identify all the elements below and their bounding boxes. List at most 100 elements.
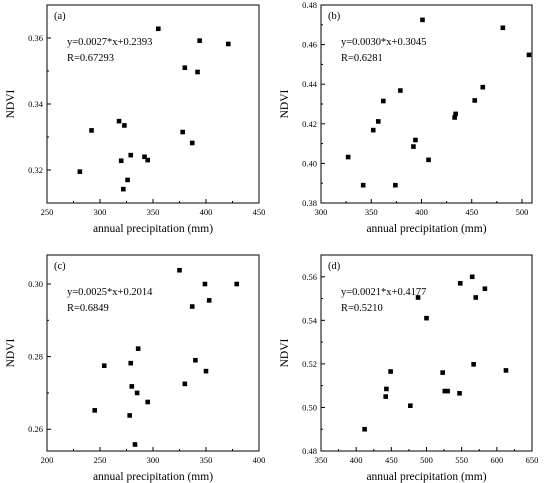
data-point xyxy=(393,182,398,188)
correlation-value: R=0.5210 xyxy=(341,303,383,314)
plot-frame xyxy=(46,254,260,452)
data-point xyxy=(202,281,208,287)
panel-label: (c) xyxy=(54,261,66,272)
x-tick-label: 350 xyxy=(315,455,328,465)
x-tick-label: 300 xyxy=(94,207,107,217)
y-tick-label: 0.42 xyxy=(302,119,317,129)
x-tick-label: 650 xyxy=(526,455,539,465)
x-tick-label: 600 xyxy=(490,455,503,465)
y-tick-label: 0.50 xyxy=(302,402,317,412)
data-point xyxy=(452,115,457,120)
x-tick-label: 350 xyxy=(147,207,160,217)
plot-frame xyxy=(320,254,533,452)
data-point xyxy=(182,381,188,387)
data-point xyxy=(526,52,532,58)
data-point xyxy=(101,363,107,369)
data-point xyxy=(360,182,366,188)
x-tick-label: 400 xyxy=(200,207,213,217)
y-tick-label: 0.28 xyxy=(28,352,43,362)
data-point xyxy=(127,413,132,418)
regression-equation: y=0.0021*x+0.4177 xyxy=(341,287,426,298)
regression-equation: y=0.0025*x+0.2014 xyxy=(67,287,153,298)
data-point xyxy=(156,26,161,32)
data-point xyxy=(413,137,418,143)
plot-frame xyxy=(320,4,533,204)
data-point xyxy=(134,390,140,396)
data-point xyxy=(128,360,134,366)
data-point xyxy=(121,186,126,192)
y-tick-label: 0.56 xyxy=(302,272,317,282)
x-tick-label: 450 xyxy=(465,207,478,217)
data-point xyxy=(122,123,127,128)
data-point xyxy=(420,17,425,23)
y-tick-label: 0.36 xyxy=(28,33,43,43)
data-point xyxy=(197,38,202,43)
data-point xyxy=(116,118,122,124)
regression-equation: y=0.0027*x+0.2393 xyxy=(67,37,152,48)
regression-equation: y=0.0030*x+0.3045 xyxy=(341,37,426,48)
chart-panel-1: 250 300 350 400 450 0.32 0.34 0.36 annual precip… xyxy=(5,4,266,235)
data-point xyxy=(125,177,130,183)
chart-panel-4: 350 400 450 500 550 600 650 0.48 0.50 0.52 0.54 0.5… xyxy=(279,254,539,483)
data-point xyxy=(193,357,198,363)
data-point xyxy=(225,41,231,47)
correlation-value: R=0.6849 xyxy=(67,303,109,314)
data-point xyxy=(411,144,416,149)
y-tick-label: 0.34 xyxy=(28,99,44,109)
x-tick-label: 400 xyxy=(253,455,266,465)
x-tick-label: 250 xyxy=(94,455,107,465)
data-point xyxy=(426,157,431,163)
data-point xyxy=(457,281,463,286)
data-point xyxy=(206,298,212,303)
chart-panel-2: 300 350 400 450 500 0.38 0.40 0.42 0.44 0.46 0.48 a… xyxy=(279,0,533,235)
data-point xyxy=(408,403,413,409)
data-point xyxy=(473,295,479,300)
x-tick-label: 550 xyxy=(455,455,468,465)
data-point xyxy=(145,399,150,405)
data-point xyxy=(128,152,134,158)
data-point xyxy=(440,370,445,375)
x-axis-label: annual precipitation (mm) xyxy=(366,471,486,483)
data-point xyxy=(135,346,141,351)
data-point xyxy=(234,281,240,287)
data-point xyxy=(398,88,403,93)
data-point xyxy=(388,369,393,374)
x-tick-label: 350 xyxy=(200,455,213,465)
chart-panel-3: 200 250 300 350 400 0.26 0.28 0.30 annual precip… xyxy=(5,254,266,483)
data-point xyxy=(142,154,147,160)
panel-label: (d) xyxy=(328,261,341,272)
x-tick-label: 450 xyxy=(253,207,266,217)
y-tick-label: 0.46 xyxy=(302,40,317,50)
data-point xyxy=(469,274,475,280)
data-point xyxy=(132,442,138,447)
y-axis-label: NDVI xyxy=(279,338,291,367)
data-point xyxy=(370,127,376,133)
data-point xyxy=(472,98,478,103)
data-point xyxy=(482,286,488,292)
y-tick-label: 0.48 xyxy=(302,0,317,10)
y-tick-label: 0.40 xyxy=(302,158,317,168)
data-point xyxy=(118,158,124,164)
y-tick-label: 0.52 xyxy=(302,359,317,369)
data-point xyxy=(129,384,135,389)
data-point xyxy=(182,65,188,70)
data-point xyxy=(189,140,195,146)
x-tick-label: 500 xyxy=(516,207,529,217)
y-axis-label: NDVI xyxy=(5,338,17,367)
x-tick-label: 400 xyxy=(415,207,428,217)
data-point xyxy=(380,98,386,104)
data-point xyxy=(180,129,185,135)
x-axis-label: annual precipitation (mm) xyxy=(93,223,213,235)
data-point xyxy=(145,157,150,163)
data-point xyxy=(362,426,367,432)
data-point xyxy=(415,295,421,300)
data-point xyxy=(92,408,97,413)
y-tick-label: 0.44 xyxy=(302,79,318,89)
correlation-value: R=0.67293 xyxy=(67,53,114,64)
data-point xyxy=(384,386,389,392)
x-tick-label: 450 xyxy=(385,455,398,465)
x-axis-label: annual precipitation (mm) xyxy=(366,223,486,235)
data-point xyxy=(345,154,351,160)
data-point xyxy=(457,390,462,396)
